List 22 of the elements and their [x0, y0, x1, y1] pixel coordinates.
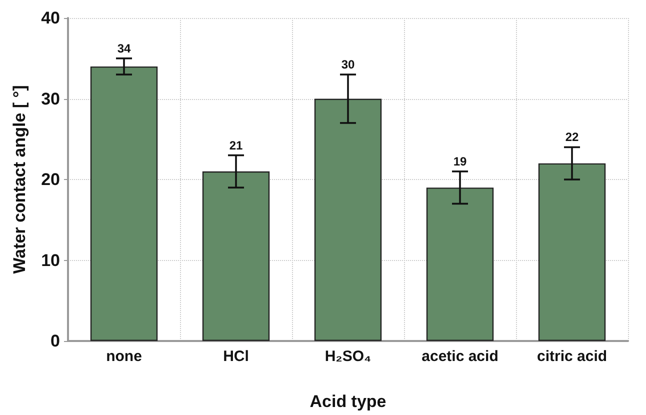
bar	[202, 171, 270, 341]
y-tick-label: 40	[41, 8, 60, 28]
x-tick-label: none	[106, 348, 142, 365]
y-axis-title: Water contact angle [ °]	[10, 85, 29, 274]
x-axis-title: Acid type	[310, 392, 386, 411]
y-tick-label: 0	[50, 332, 60, 350]
y-tick-label: 10	[41, 250, 60, 270]
x-tick-label: acetic acid	[422, 348, 498, 365]
data-label: 22	[565, 130, 579, 144]
data-label: 19	[453, 154, 467, 168]
data-label: 30	[341, 58, 355, 72]
x-tick-label: citric acid	[536, 348, 608, 365]
bar	[538, 163, 606, 341]
y-tick-label: 20	[41, 170, 60, 189]
data-label: 21	[229, 138, 243, 152]
y-tick-label: 30	[41, 89, 60, 108]
x-tick-label: H₂SO₄	[324, 348, 372, 365]
bar	[314, 98, 382, 341]
data-label: 34	[117, 41, 131, 56]
x-tick-label: HCl	[223, 348, 249, 365]
bar	[90, 66, 158, 341]
bar	[426, 188, 494, 341]
